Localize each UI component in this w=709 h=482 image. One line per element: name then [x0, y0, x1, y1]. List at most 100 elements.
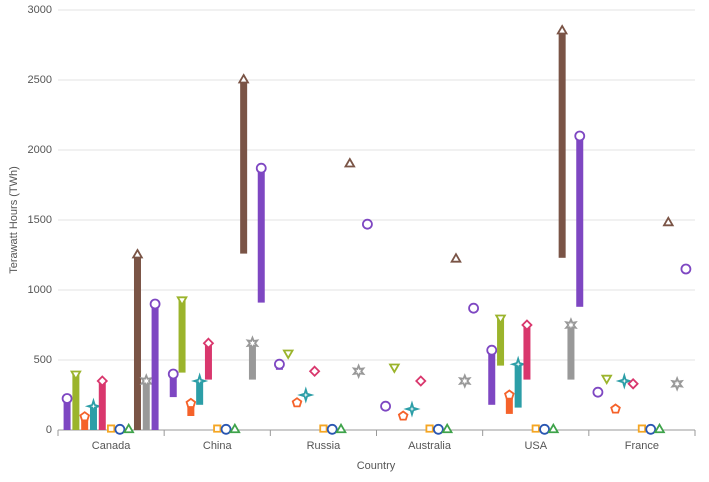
range-bar	[133, 255, 141, 430]
marker	[670, 375, 684, 392]
range-bar	[558, 31, 566, 258]
y-tick-label: 0	[46, 424, 52, 436]
marker	[610, 403, 621, 414]
range-bar	[497, 318, 505, 366]
range-bar	[89, 406, 97, 430]
x-tick-label: Russia	[307, 440, 342, 452]
x-tick-label: USA	[524, 440, 547, 452]
marker	[96, 375, 109, 387]
marker	[61, 393, 73, 404]
marker	[220, 423, 232, 435]
marker	[403, 400, 421, 418]
marker	[149, 298, 161, 310]
marker	[494, 314, 507, 325]
marker	[297, 386, 315, 404]
marker	[282, 349, 295, 360]
marker	[600, 374, 613, 386]
x-tick-label: China	[203, 440, 233, 452]
marker	[351, 363, 366, 380]
marker	[539, 423, 550, 435]
range-bar	[257, 168, 265, 303]
marker	[319, 424, 328, 433]
range-bar	[505, 395, 513, 414]
marker	[84, 397, 103, 415]
marker	[122, 422, 135, 434]
y-tick-label: 500	[34, 354, 52, 366]
marker	[425, 424, 434, 433]
marker	[680, 263, 692, 275]
marker	[308, 365, 321, 377]
marker	[167, 368, 179, 380]
x-tick-label: Canada	[92, 440, 131, 452]
y-tick-label: 2000	[28, 144, 52, 156]
marker	[326, 423, 338, 435]
marker	[343, 157, 356, 168]
marker	[592, 386, 604, 398]
marker	[79, 411, 91, 422]
marker	[521, 319, 533, 331]
marker	[615, 372, 633, 390]
marker	[509, 355, 527, 373]
marker	[114, 423, 126, 435]
x-tick-label: France	[625, 440, 659, 452]
marker	[457, 373, 472, 389]
marker	[662, 216, 675, 227]
marker	[274, 358, 285, 370]
marker	[486, 344, 498, 356]
range-bar	[187, 403, 195, 416]
marker	[504, 389, 515, 400]
y-tick-label: 3000	[28, 4, 52, 16]
marker	[441, 422, 454, 434]
range-bar	[169, 374, 177, 398]
marker	[627, 378, 639, 390]
marker	[291, 397, 303, 408]
range-bar	[142, 381, 150, 430]
marker	[645, 423, 657, 435]
marker	[547, 422, 560, 434]
marker	[202, 337, 215, 349]
range-bar	[523, 325, 531, 380]
range-bar	[576, 136, 584, 307]
marker	[380, 400, 391, 412]
range-bar	[196, 381, 204, 405]
range-bar	[98, 381, 106, 430]
marker	[69, 370, 82, 381]
marker	[556, 24, 569, 35]
marker	[415, 375, 427, 387]
range-bar	[567, 325, 575, 380]
range-bar	[514, 364, 522, 408]
range-bar	[240, 80, 248, 254]
y-tick-label: 1500	[28, 214, 52, 226]
marker	[255, 162, 267, 174]
range-bar	[204, 343, 212, 380]
y-tick-label: 2500	[28, 74, 52, 86]
range-bar	[81, 416, 89, 430]
x-tick-label: Australia	[408, 440, 452, 452]
marker	[139, 373, 154, 389]
y-tick-label: 1000	[28, 284, 52, 296]
marker	[468, 302, 479, 314]
marker	[191, 372, 209, 390]
y-axis-title: Terawatt Hours (TWh)	[8, 166, 20, 274]
range-bar	[178, 299, 186, 373]
marker	[176, 296, 188, 307]
marker	[131, 248, 144, 259]
marker	[432, 423, 444, 435]
marker	[564, 317, 578, 333]
marker	[397, 410, 409, 421]
x-axis-title: Country	[357, 460, 396, 472]
range-bar	[151, 304, 159, 430]
marker	[237, 73, 250, 84]
range-bar	[488, 350, 496, 405]
range-bar	[63, 398, 71, 430]
range-bar	[72, 374, 80, 430]
range-bar	[248, 343, 256, 380]
marker	[185, 397, 197, 408]
marker	[637, 424, 646, 433]
marker	[245, 335, 260, 352]
marker	[388, 363, 401, 374]
marker	[653, 422, 666, 434]
marker	[213, 424, 222, 433]
marker	[450, 252, 462, 263]
